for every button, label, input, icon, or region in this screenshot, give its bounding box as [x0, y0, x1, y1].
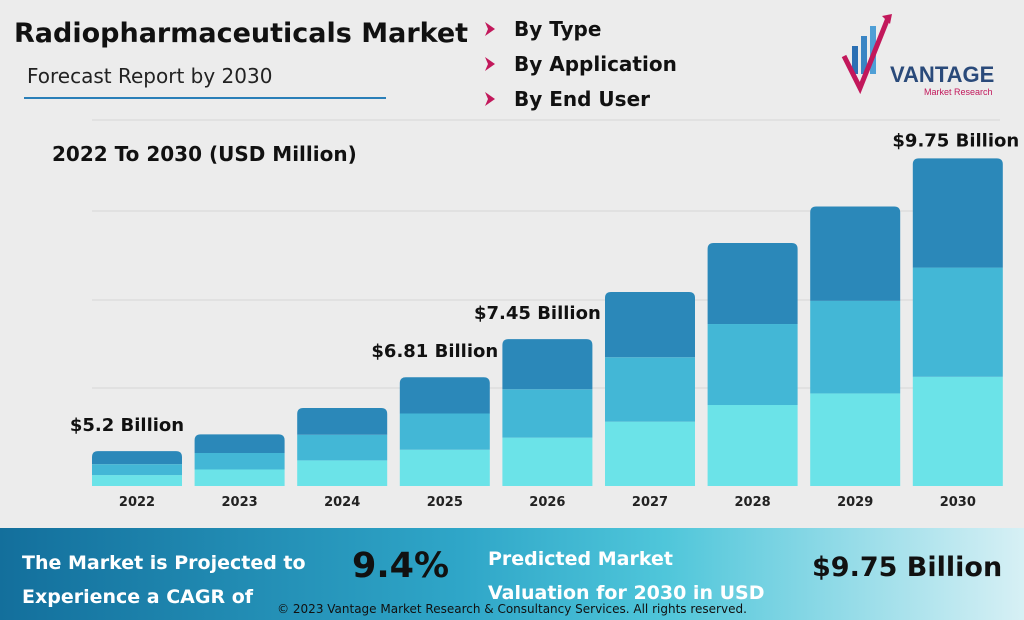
- chevron-right-icon: [485, 22, 495, 36]
- x-tick-label: 2026: [529, 495, 565, 510]
- bar-segment: [707, 405, 798, 486]
- x-tick-label: 2028: [735, 495, 771, 510]
- bar-stack: [194, 434, 285, 486]
- x-tick-label: 2029: [837, 495, 873, 510]
- bar-segment: [297, 460, 388, 486]
- x-tick-label: 2030: [940, 495, 976, 510]
- copyright-text: © 2023 Vantage Market Research & Consult…: [277, 602, 747, 616]
- value-annotation: $7.45 Billion: [474, 303, 601, 324]
- bar-segment: [399, 449, 490, 486]
- logo-tagline: Market Research: [924, 87, 993, 97]
- bar-segment: [194, 434, 285, 453]
- logo-name: VANTAGE: [890, 62, 994, 87]
- bar-stack: [810, 206, 901, 486]
- page-title: Radiopharmaceuticals Market: [14, 18, 469, 49]
- bar-stack: [399, 377, 490, 486]
- bar-segment: [502, 389, 593, 438]
- value-annotation: $6.81 Billion: [371, 341, 498, 362]
- bar-stack: [605, 292, 695, 486]
- bar-segment: [194, 469, 285, 486]
- x-tick-label: 2024: [324, 495, 360, 510]
- bar-segment: [912, 376, 1003, 486]
- bar-segment: [912, 267, 1003, 377]
- bar-segment: [810, 206, 901, 301]
- logo-mark-icon: [841, 14, 892, 95]
- page-subtitle: Forecast Report by 2030: [27, 64, 273, 88]
- value-annotation: $5.2 Billion: [70, 415, 184, 436]
- bar-segment: [92, 464, 182, 476]
- bar-segment: [92, 475, 182, 486]
- cagr-text-line1: The Market is Projected to: [22, 552, 306, 574]
- title-underline: [24, 97, 386, 99]
- bar-segment: [605, 421, 695, 486]
- valuation-value: $9.75 Billion: [812, 552, 1003, 583]
- cagr-value: 9.4%: [352, 546, 450, 586]
- bar-segment: [605, 292, 695, 358]
- segment-item-end-user: By End User: [482, 84, 650, 114]
- value-annotation: $9.75 Billion: [892, 130, 1019, 151]
- bar-stack: [92, 451, 182, 486]
- x-tick-label: 2027: [632, 495, 668, 510]
- x-tick-label: 2022: [119, 495, 155, 510]
- bar-segment: [707, 243, 798, 325]
- bar-stack: [912, 158, 1003, 486]
- valuation-description: Predicted Market Valuation for 2030 in U…: [488, 542, 764, 610]
- bar-segment: [502, 339, 593, 390]
- bar-segment: [502, 437, 593, 486]
- bar-segment: [194, 452, 285, 470]
- bar-segment: [297, 408, 388, 435]
- segment-label: By Application: [514, 52, 677, 76]
- bar-segment: [810, 393, 901, 486]
- valuation-text-line1: Predicted Market: [488, 548, 673, 570]
- bar-stack: [297, 408, 388, 486]
- bar-segment: [92, 451, 182, 465]
- bar-segment: [707, 324, 798, 406]
- chevron-right-icon: [485, 92, 495, 106]
- bar-stack: [707, 243, 798, 486]
- bar-segment: [399, 413, 490, 450]
- chevron-right-icon: [485, 57, 495, 71]
- cagr-text-line2: Experience a CAGR of: [22, 586, 254, 608]
- bar-segment: [399, 377, 490, 414]
- x-tick-label: 2025: [427, 495, 463, 510]
- segment-label: By End User: [514, 87, 650, 111]
- footer-banner: The Market is Projected to Experience a …: [0, 528, 1024, 620]
- stacked-bar-chart: 2022 2023 2024 2025 2026 2027 2028 2029 2030 $5.2…: [70, 119, 1019, 510]
- valuation-text-line2: Valuation for 2030 in USD: [488, 582, 765, 604]
- bar-segment: [297, 434, 388, 461]
- segment-item-type: By Type: [482, 14, 601, 44]
- chart-title: 2022 To 2030 (USD Million): [52, 142, 357, 166]
- bar-segment: [810, 300, 901, 394]
- x-tick-label: 2023: [222, 495, 258, 510]
- bar-segment: [912, 158, 1003, 268]
- segment-label: By Type: [514, 17, 602, 41]
- bar-stack: [502, 339, 593, 486]
- cagr-description: The Market is Projected to Experience a …: [22, 546, 306, 614]
- vantage-logo: VANTAGE Market Research: [841, 14, 994, 97]
- segment-item-application: By Application: [482, 49, 677, 79]
- bar-segment: [605, 357, 695, 422]
